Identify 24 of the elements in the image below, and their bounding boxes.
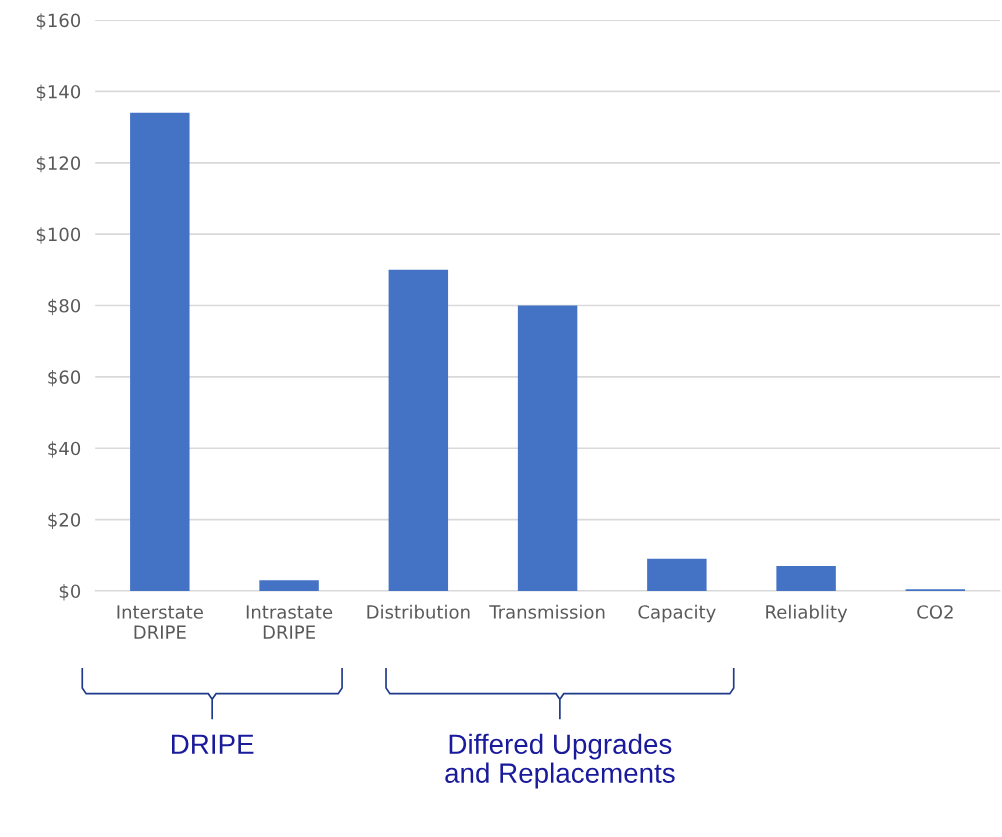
- x-tick-label: Reliablity: [766, 604, 848, 623]
- text: DRIPE: [172, 734, 254, 754]
- bar: [388, 269, 449, 591]
- y-tick-label: $160: [36, 13, 81, 30]
- text: Differed Upgrades and Replacements: [445, 733, 675, 789]
- bar: [776, 565, 836, 591]
- y-tick-label: $0: [59, 584, 81, 601]
- y-tick-label: $80: [48, 298, 81, 316]
- x-tick-label: Transmission: [489, 604, 605, 619]
- bar: [517, 305, 578, 591]
- x-tick-label: Capacity: [638, 604, 716, 623]
- x-tick-label: Interstate DRIPE: [117, 605, 203, 639]
- x-tick-label: CO2: [917, 605, 953, 619]
- y-tick-label: $60: [48, 370, 81, 387]
- bar: [647, 558, 707, 591]
- y-tick-label: $20: [48, 512, 81, 530]
- y-tick-label: $100: [36, 227, 81, 244]
- bar: [130, 112, 190, 591]
- x-tick-label: Intrastate DRIPE: [246, 605, 333, 639]
- bar: [259, 580, 319, 591]
- y-tick-label: $120: [36, 155, 81, 173]
- y-tick-label: $140: [36, 84, 81, 101]
- x-tick-label: Distribution: [367, 604, 470, 619]
- y-tick-label: $40: [48, 441, 81, 458]
